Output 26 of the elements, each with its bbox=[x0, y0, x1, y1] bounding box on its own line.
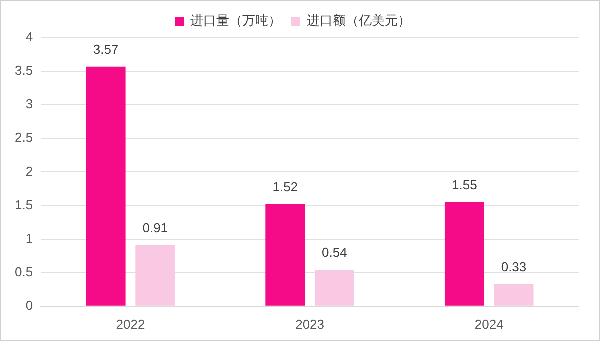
data-label: 1.55 bbox=[452, 177, 478, 192]
data-label: 3.57 bbox=[93, 42, 119, 57]
data-label: 0.54 bbox=[322, 245, 348, 260]
bar bbox=[444, 202, 484, 306]
y-tick-label: 0 bbox=[26, 298, 34, 313]
x-tick-label: 2024 bbox=[474, 316, 504, 332]
legend-label: 进口量（万吨） bbox=[190, 13, 282, 28]
data-label: 0.33 bbox=[501, 259, 527, 274]
x-tick-label: 2022 bbox=[116, 316, 146, 332]
bar bbox=[266, 204, 306, 306]
y-tick-label: 3.5 bbox=[14, 63, 34, 78]
y-tick-label: 2.5 bbox=[14, 130, 34, 146]
y-tick-label: 0.5 bbox=[14, 264, 34, 280]
bar bbox=[494, 284, 534, 306]
bar bbox=[136, 245, 176, 306]
y-tick-label: 1.5 bbox=[14, 197, 34, 212]
y-tick-label: 3 bbox=[26, 96, 34, 112]
y-tick-label: 2 bbox=[26, 164, 34, 179]
data-label: 0.91 bbox=[142, 220, 168, 236]
x-tick-label: 2023 bbox=[296, 316, 324, 332]
data-label: 1.52 bbox=[272, 179, 298, 194]
bar bbox=[86, 66, 126, 306]
legend-label: 进口额（亿美元） bbox=[307, 13, 411, 28]
y-tick-label: 1 bbox=[26, 230, 34, 246]
bar bbox=[314, 270, 354, 306]
y-tick-label: 4 bbox=[26, 30, 34, 45]
